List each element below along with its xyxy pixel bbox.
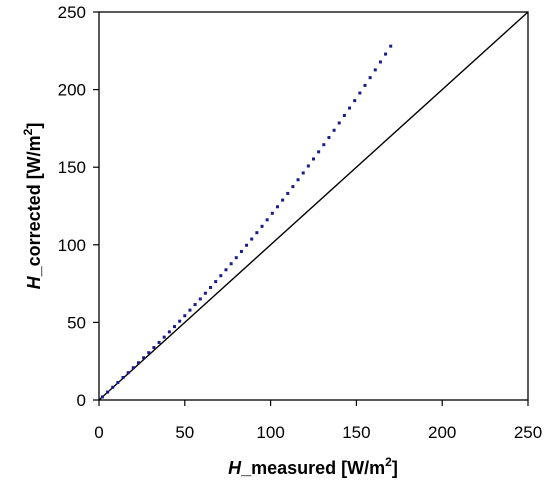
data-point <box>152 346 156 350</box>
data-point <box>368 76 372 80</box>
data-point <box>312 157 315 161</box>
data-point <box>373 68 377 72</box>
data-point <box>111 385 115 389</box>
x-tick-label: 250 <box>514 423 542 442</box>
y-tick-label: 150 <box>58 158 86 177</box>
y-axis-title: H_corrected [W/m2] <box>21 123 44 290</box>
x-tick-label: 200 <box>428 423 456 442</box>
data-point <box>245 243 249 247</box>
data-point <box>322 143 326 147</box>
data-point <box>178 319 182 323</box>
data-point <box>250 237 254 241</box>
data-point <box>193 303 197 307</box>
y-tick-label: 0 <box>77 391 86 410</box>
x-tick-label: 100 <box>256 423 284 442</box>
x-axis-title: H_measured [W/m2] <box>228 455 398 478</box>
data-point <box>136 361 140 365</box>
data-point <box>384 52 388 56</box>
data-point <box>106 390 110 394</box>
data-point <box>317 150 321 154</box>
data-point <box>214 280 218 284</box>
data-point <box>188 308 192 312</box>
data-point <box>116 380 120 384</box>
data-point <box>296 178 300 182</box>
data-point <box>121 375 125 379</box>
data-point <box>126 371 130 375</box>
data-point <box>209 285 213 289</box>
data-point <box>142 356 146 360</box>
data-point <box>219 274 223 278</box>
data-point <box>234 256 238 260</box>
data-point <box>147 351 151 355</box>
data-point <box>286 191 290 195</box>
data-point <box>183 314 187 318</box>
data-point <box>224 268 228 272</box>
data-point <box>348 106 352 110</box>
data-point <box>275 205 279 209</box>
data-point <box>281 198 285 202</box>
x-tick-label: 0 <box>94 423 103 442</box>
data-point <box>327 136 331 140</box>
data-point <box>203 291 207 295</box>
y-tick-label: 200 <box>58 81 86 100</box>
data-point <box>173 325 177 329</box>
axis-ticks <box>93 11 529 406</box>
data-point <box>260 224 264 228</box>
data-point <box>270 211 274 215</box>
data-point <box>337 121 341 125</box>
data-point <box>291 185 295 189</box>
data-point <box>353 99 357 103</box>
data-point <box>162 335 166 339</box>
data-point <box>167 330 171 334</box>
y-tick-label: 100 <box>58 236 86 255</box>
y-tick-label: 250 <box>58 3 86 22</box>
one-to-one-line <box>98 11 529 401</box>
data-point <box>378 60 382 64</box>
data-point <box>306 164 310 168</box>
data-point <box>265 218 269 222</box>
data-point <box>301 171 305 175</box>
data-points <box>100 44 393 399</box>
data-point <box>332 128 336 132</box>
data-point <box>255 231 259 235</box>
data-point <box>389 44 393 48</box>
data-point <box>100 395 104 399</box>
data-point <box>363 83 367 87</box>
x-tick-label: 150 <box>342 423 370 442</box>
data-point <box>342 114 346 118</box>
y-tick-label: 50 <box>67 313 86 332</box>
tick-labels: 0 50 100 150 200 250 0 50 100 150 200 250 <box>58 3 543 442</box>
data-point <box>239 249 243 253</box>
data-point <box>157 340 161 344</box>
data-point <box>358 91 362 95</box>
data-point <box>229 262 233 266</box>
x-tick-label: 50 <box>175 423 194 442</box>
data-point <box>198 297 202 301</box>
data-point <box>131 366 135 370</box>
plot-frame <box>98 11 529 401</box>
